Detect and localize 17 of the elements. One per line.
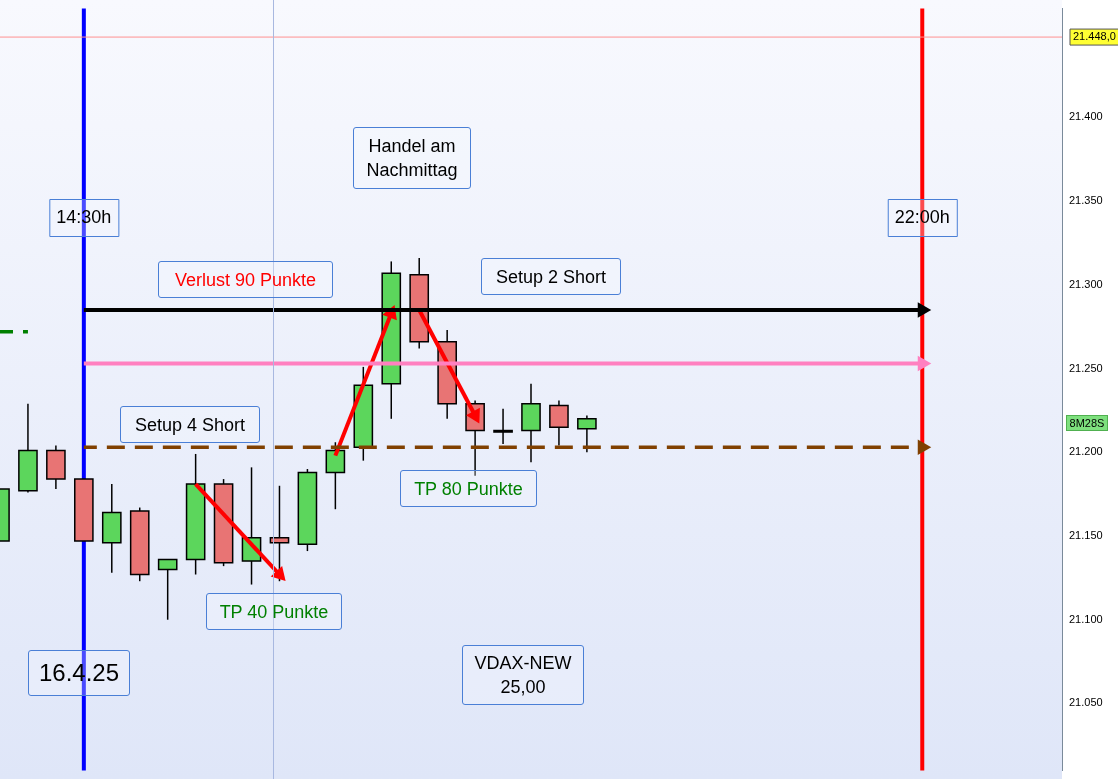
ref-line-label: 21.448,0 <box>1073 30 1116 43</box>
y-tick-label: 21.150 <box>1069 529 1103 542</box>
annotation: VDAX-NEW 25,00 <box>462 645 584 705</box>
y-tick-label: 21.400 <box>1069 110 1103 123</box>
y-tick-label: 21.250 <box>1069 361 1103 374</box>
y-tick-label: 21.350 <box>1069 194 1103 207</box>
annotation: Verlust 90 Punkte <box>158 261 333 298</box>
annotation: TP 40 Punkte <box>206 593 342 630</box>
y-tick-label: 21.050 <box>1069 696 1103 709</box>
text: 8M28S <box>1066 415 1108 431</box>
y-tick-label: 21.200 <box>1069 445 1103 458</box>
annotation: Handel am Nachmittag <box>353 127 471 189</box>
y-tick-label: 21.300 <box>1069 277 1103 290</box>
annotation: Setup 4 Short <box>120 406 260 443</box>
y-tick-label: 21.100 <box>1069 612 1103 625</box>
annotation: TP 80 Punkte <box>400 470 537 507</box>
annotation: Setup 2 Short <box>481 258 621 295</box>
